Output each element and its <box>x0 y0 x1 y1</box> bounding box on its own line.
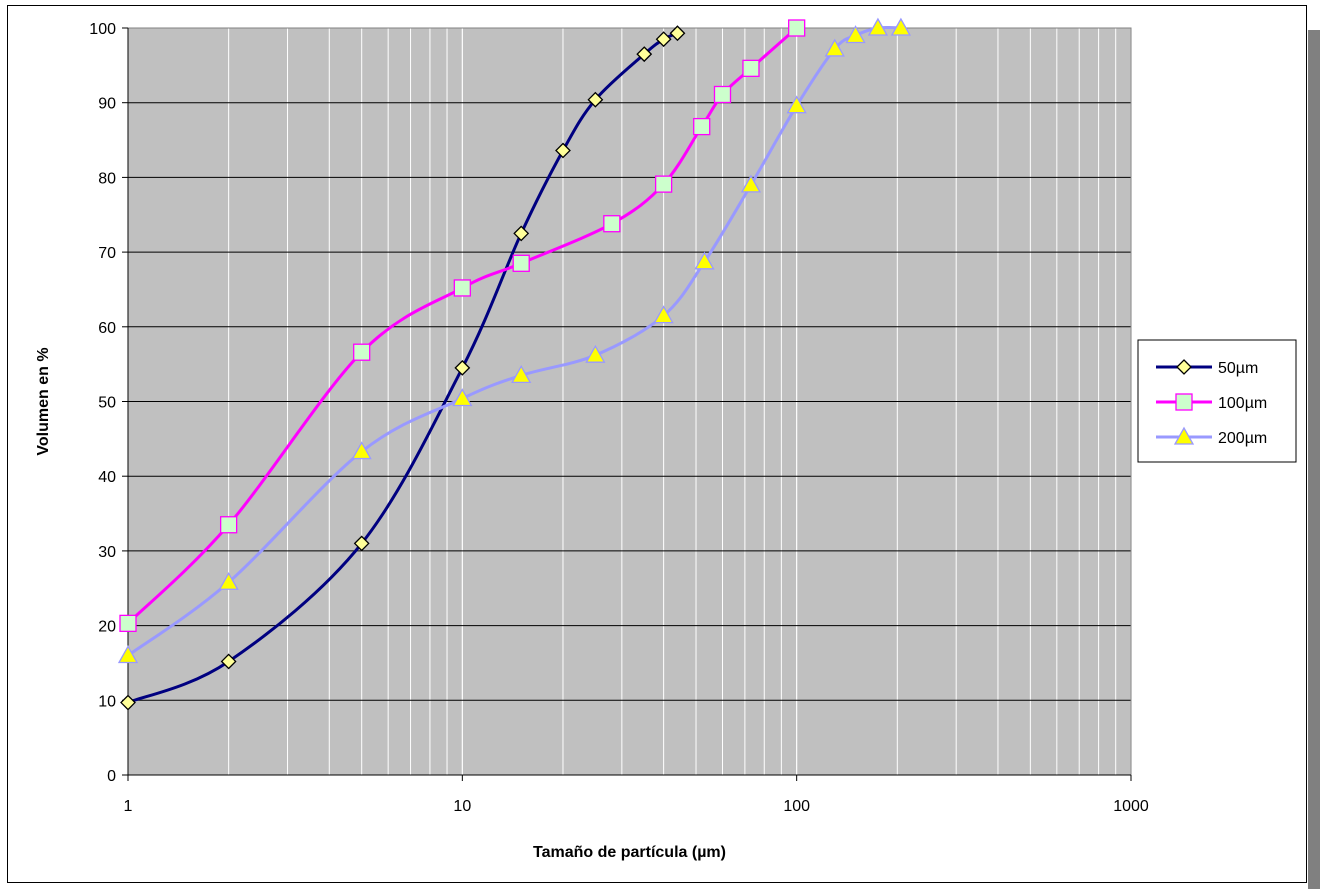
series-layer <box>117 17 912 711</box>
data-point <box>694 251 715 270</box>
y-tick-label: 70 <box>98 245 116 262</box>
data-point <box>120 694 136 711</box>
data-point <box>786 95 807 114</box>
x-tick-label: 10 <box>453 798 471 815</box>
data-point <box>603 215 621 233</box>
legend: 50µm 100µm 200µm <box>1137 339 1297 463</box>
data-point <box>636 46 653 63</box>
data-point <box>511 365 532 384</box>
legend-label: 100µm <box>1218 395 1267 412</box>
data-point <box>669 25 686 42</box>
data-point <box>218 571 239 590</box>
y-tick-label: 0 <box>107 768 116 785</box>
legend-marker <box>1173 426 1195 445</box>
data-point <box>555 142 571 159</box>
y-tick-label: 40 <box>98 469 116 486</box>
data-point <box>220 653 237 670</box>
y-tick-label: 80 <box>98 170 116 187</box>
data-point <box>654 175 673 193</box>
legend-item-1: 100µm <box>1156 393 1267 412</box>
x-axis-title: Tamaño de partícula (µm) <box>533 844 726 861</box>
data-point <box>513 225 530 242</box>
data-point <box>585 344 606 363</box>
x-tick-label: 1 <box>124 798 133 815</box>
data-point <box>453 279 471 297</box>
data-point <box>353 535 370 552</box>
data-point <box>219 516 238 534</box>
legend-marker <box>1176 359 1192 375</box>
y-tick-label: 60 <box>98 320 116 337</box>
data-point <box>351 441 372 460</box>
y-tick-label: 10 <box>98 693 116 710</box>
data-point <box>653 305 674 324</box>
y-tick-label: 100 <box>89 21 116 38</box>
y-tick-label: 30 <box>98 544 116 561</box>
series-0 <box>120 25 686 711</box>
data-point <box>867 17 889 36</box>
series-1 <box>119 19 806 633</box>
data-point <box>788 19 806 37</box>
data-point <box>742 59 760 77</box>
window-edge-bar <box>1308 30 1320 889</box>
y-tick-label: 20 <box>98 619 116 636</box>
data-point <box>512 254 530 272</box>
legend-label: 200µm <box>1218 430 1267 447</box>
legend-label: 50µm <box>1218 360 1258 377</box>
legend-item-2: 200µm <box>1156 426 1267 447</box>
y-tick-label: 50 <box>98 395 116 412</box>
y-axis-title: Volumen en % <box>35 347 52 455</box>
x-tick-label: 1000 <box>1113 798 1149 815</box>
data-point <box>693 117 711 136</box>
data-point <box>353 343 371 361</box>
data-point <box>117 645 139 664</box>
series-2 <box>117 17 912 664</box>
y-tick-label: 90 <box>98 96 116 113</box>
legend-marker <box>1175 393 1193 411</box>
data-point <box>845 25 866 44</box>
legend-item-0: 50µm <box>1156 359 1258 377</box>
x-tick-label: 100 <box>783 798 810 815</box>
data-point <box>824 38 845 57</box>
data-point <box>119 614 137 633</box>
data-point <box>454 359 471 376</box>
data-point <box>587 91 604 108</box>
axes <box>122 27 1132 781</box>
data-point <box>740 174 762 193</box>
data-point <box>452 388 473 407</box>
data-point <box>713 85 732 104</box>
data-point <box>890 17 912 36</box>
data-point <box>655 31 672 48</box>
